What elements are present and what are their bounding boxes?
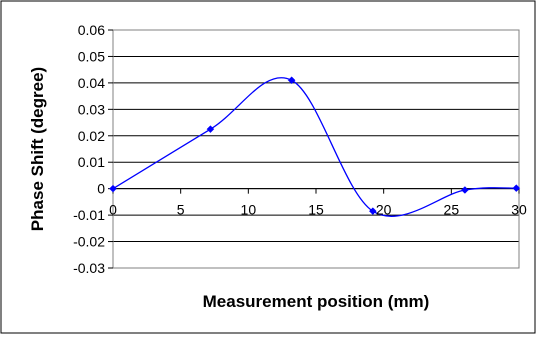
y-tick-label: -0.02 (73, 234, 105, 250)
y-tick-label: 0.05 (78, 48, 105, 64)
plot-area-frame (112, 29, 520, 269)
y-tick-label: 0 (97, 181, 105, 197)
x-tick-label: 25 (444, 202, 460, 218)
y-tick-label: 0.03 (78, 101, 105, 117)
y-tick-label: -0.01 (73, 207, 105, 223)
axes (108, 29, 520, 269)
data-point-marker (206, 125, 215, 134)
data-point-marker (109, 184, 117, 193)
y-tick-label: 0.06 (78, 22, 105, 38)
y-tick-label: 0.02 (78, 128, 105, 144)
tick-labels: 0.060.050.040.030.020.010-0.01-0.02-0.03… (73, 22, 527, 276)
x-tick-label: 0 (109, 202, 117, 218)
y-tick-label: 0.04 (78, 75, 105, 91)
data-point-marker (368, 207, 377, 215)
x-tick-label: 30 (511, 202, 527, 218)
data-point-marker (287, 76, 296, 85)
x-tick-label: 10 (241, 202, 257, 218)
series (109, 76, 521, 217)
x-axis-title: Measurement position (mm) (203, 292, 430, 311)
data-point-marker (461, 186, 469, 194)
x-tick-label: 5 (177, 202, 185, 218)
y-axis-title: Phase Shift (degree) (28, 67, 47, 231)
x-tick-label: 15 (308, 202, 324, 218)
y-tick-label: -0.03 (73, 260, 105, 276)
x-tick-label: 20 (376, 202, 392, 218)
data-point-marker (512, 184, 521, 192)
y-tick-label: 0.01 (78, 154, 105, 170)
